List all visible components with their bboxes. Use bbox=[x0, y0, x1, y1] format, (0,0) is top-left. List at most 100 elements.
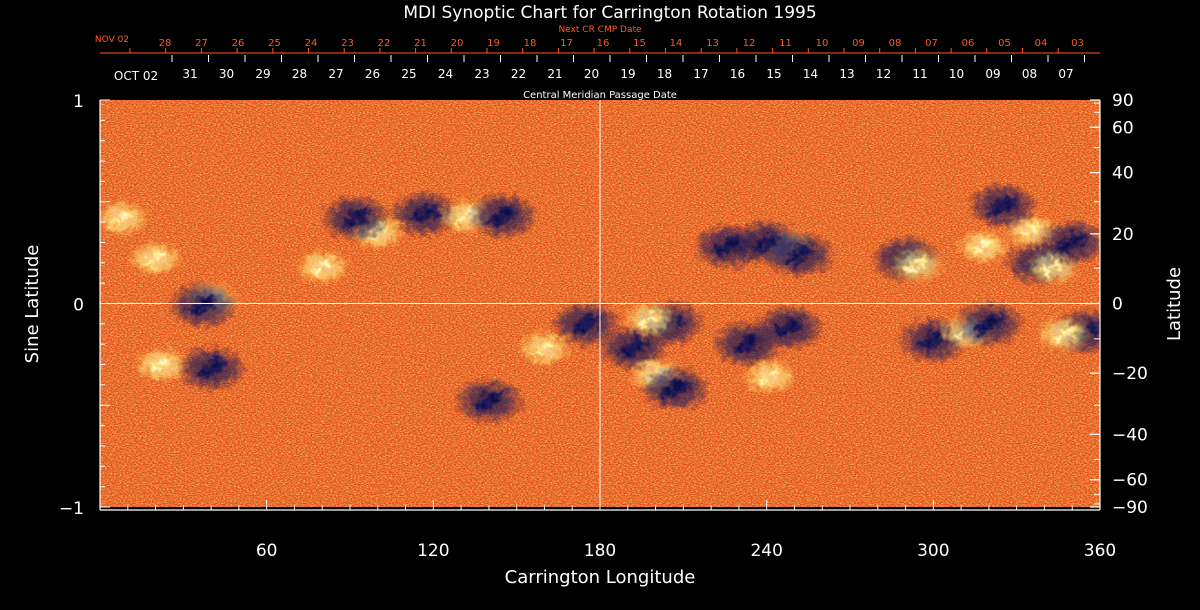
negative-polarity-region bbox=[319, 194, 392, 243]
next-cr-date: 19 bbox=[487, 38, 500, 49]
negative-polarity-region bbox=[952, 299, 1025, 348]
cmp-month-label: OCT 02 bbox=[114, 69, 158, 83]
cmp-date: 08 bbox=[1022, 67, 1037, 81]
next-cr-date: 22 bbox=[378, 38, 391, 49]
positive-polarity-region bbox=[293, 247, 352, 287]
cmp-date: 24 bbox=[438, 67, 453, 81]
negative-polarity-region bbox=[175, 344, 248, 393]
cmp-date: 17 bbox=[693, 67, 708, 81]
x-tick-label: 360 bbox=[1084, 541, 1116, 561]
negative-polarity-region bbox=[752, 303, 825, 352]
next-cr-date: 28 bbox=[159, 38, 172, 49]
negative-polarity-region bbox=[466, 191, 539, 240]
y-right-tick-label: 20 bbox=[1112, 225, 1134, 245]
next-cr-date: 18 bbox=[524, 38, 537, 49]
x-tick-label: 180 bbox=[584, 541, 616, 561]
cmp-date: 22 bbox=[511, 67, 526, 81]
next-cr-date: 17 bbox=[560, 38, 573, 49]
next-cr-date: 08 bbox=[889, 38, 902, 49]
x-tick-label: 120 bbox=[417, 541, 449, 561]
y-right-tick-label: 60 bbox=[1112, 118, 1134, 138]
y-right-tick-label: −90 bbox=[1112, 498, 1148, 518]
x-tick-label: 300 bbox=[917, 541, 949, 561]
next-cr-date: 21 bbox=[414, 38, 427, 49]
x-axis-label: Carrington Longitude bbox=[505, 567, 696, 588]
negative-polarity-region bbox=[639, 364, 711, 413]
y-right-tick-label: 90 bbox=[1112, 91, 1134, 111]
cmp-date: 21 bbox=[547, 67, 562, 81]
next-cr-date: 20 bbox=[451, 38, 464, 49]
next-cr-date: 27 bbox=[195, 38, 208, 49]
cmp-date: 23 bbox=[474, 67, 489, 81]
y-right-tick-label: −60 bbox=[1112, 471, 1148, 491]
negative-polarity-region bbox=[966, 181, 1039, 230]
y-left-tick-label: 1 bbox=[73, 92, 84, 112]
positive-polarity-region bbox=[1035, 314, 1093, 354]
cmp-date: 26 bbox=[365, 67, 380, 81]
cmp-date-axis: OCT 02 31 30 29 28 27 26 25 24 23 22 21 20 19 18 17 16 1… bbox=[114, 55, 1085, 101]
y-left-axis-ticks: 1 0 −1 bbox=[59, 92, 110, 519]
next-cr-date: 14 bbox=[670, 38, 683, 49]
positive-polarity-region bbox=[621, 300, 679, 339]
x-tick-label: 240 bbox=[750, 541, 782, 561]
y-axis-label-right: Latitude bbox=[1164, 267, 1185, 341]
negative-polarity-region bbox=[1036, 218, 1100, 267]
positive-polarity-region bbox=[954, 227, 1013, 266]
negative-polarity-region bbox=[452, 377, 525, 426]
cmp-date: 20 bbox=[584, 67, 599, 81]
cmp-date: 11 bbox=[912, 67, 927, 81]
positive-polarity-region bbox=[740, 357, 799, 396]
next-cr-date: 11 bbox=[779, 38, 792, 49]
next-cr-date: 24 bbox=[305, 38, 318, 49]
y-left-tick-label: −1 bbox=[59, 499, 84, 519]
y-right-tick-label: −40 bbox=[1112, 425, 1148, 445]
next-cr-date: 16 bbox=[597, 38, 610, 49]
cmp-date: 13 bbox=[839, 67, 854, 81]
cmp-date: 16 bbox=[730, 67, 745, 81]
cmp-date: 28 bbox=[292, 67, 307, 81]
y-right-tick-label: 40 bbox=[1112, 164, 1134, 184]
cmp-axis-label: Central Meridian Passage Date bbox=[523, 90, 677, 101]
next-cr-date: 12 bbox=[743, 38, 756, 49]
y-right-tick-label: −20 bbox=[1112, 364, 1148, 384]
next-cr-date: 25 bbox=[268, 38, 281, 49]
next-cr-date: 06 bbox=[962, 38, 975, 49]
next-cr-date: 04 bbox=[1035, 38, 1048, 49]
cmp-date: 14 bbox=[803, 67, 818, 81]
cmp-date: 29 bbox=[255, 67, 270, 81]
next-cr-date: 26 bbox=[232, 38, 245, 49]
positive-polarity-region bbox=[100, 198, 152, 238]
chart-title: MDI Synoptic Chart for Carrington Rotati… bbox=[403, 3, 816, 23]
x-tick-label: 60 bbox=[256, 541, 278, 561]
cmp-date: 19 bbox=[620, 67, 635, 81]
positive-polarity-region bbox=[887, 245, 946, 285]
cmp-date: 30 bbox=[219, 67, 234, 81]
cmp-date: 15 bbox=[766, 67, 781, 81]
next-cr-axis-label: Next CR CMP Date bbox=[558, 25, 642, 35]
y-right-tick-label: 0 bbox=[1112, 295, 1123, 315]
y-right-axis-ticks: 90 60 40 20 0 −20 −40 −60 −90 bbox=[1090, 91, 1148, 518]
next-cr-date: 15 bbox=[633, 38, 646, 49]
positive-polarity-region bbox=[126, 239, 185, 278]
negative-polarity-region bbox=[166, 281, 239, 330]
negative-polarity-region bbox=[550, 299, 623, 348]
y-axis-label-left: Sine Latitude bbox=[22, 245, 43, 364]
next-cr-date: 23 bbox=[341, 38, 354, 49]
next-cr-date: 07 bbox=[925, 38, 938, 49]
negative-polarity-region bbox=[764, 230, 836, 279]
next-cr-axis: Next CR CMP Date NOV 02 28 27 26 25 24 23 22 21… bbox=[95, 25, 1100, 54]
cmp-date: 09 bbox=[985, 67, 1000, 81]
x-axis-ticks: 60 120 180 240 300 360 bbox=[127, 500, 1116, 561]
cmp-date: 27 bbox=[328, 67, 343, 81]
negative-polarity-region bbox=[691, 222, 764, 271]
next-cr-date: 09 bbox=[852, 38, 865, 49]
cmp-date: 31 bbox=[182, 67, 197, 81]
positive-polarity-region bbox=[132, 345, 190, 384]
y-left-tick-label: 0 bbox=[73, 296, 84, 316]
next-cr-date: 10 bbox=[816, 38, 829, 49]
next-cr-date: 13 bbox=[706, 38, 719, 49]
cmp-date: 25 bbox=[401, 67, 416, 81]
cmp-date: 10 bbox=[949, 67, 964, 81]
next-cr-month-label: NOV 02 bbox=[95, 35, 129, 45]
